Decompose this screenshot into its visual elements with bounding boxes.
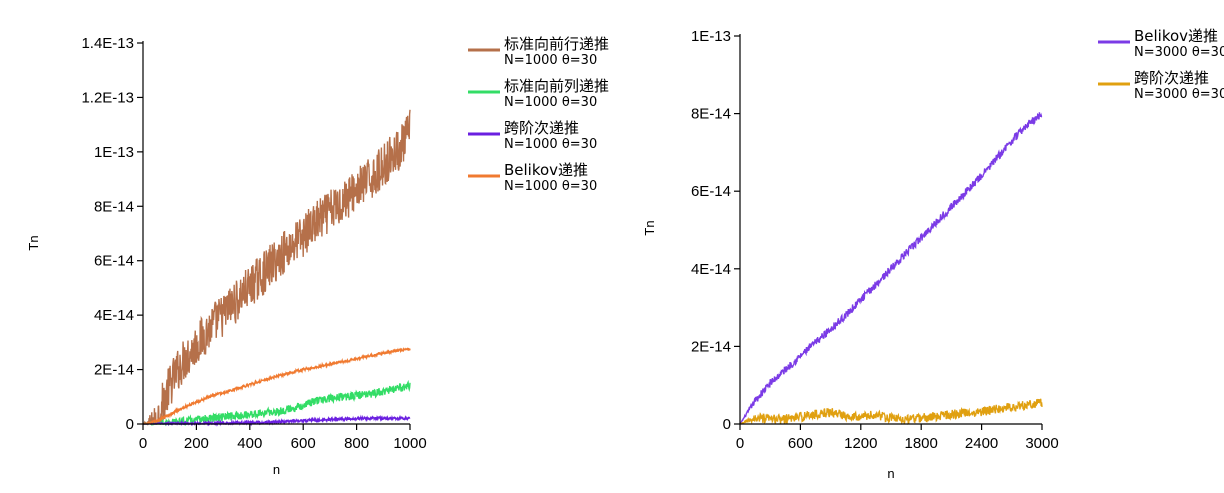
legend-series-name: 跨阶次递推 (504, 119, 579, 137)
y-tick-label: 1E-13 (94, 144, 134, 161)
x-tick-label: 800 (344, 435, 369, 452)
legend-series-name: Belikov递推 (504, 161, 588, 179)
y-axis-title: Tn (642, 220, 657, 235)
x-tick-label: 1000 (393, 435, 426, 452)
y-tick-label: 0 (126, 416, 134, 433)
x-tick-label: 200 (184, 435, 209, 452)
legend-series-name: 跨阶次递推 (1134, 69, 1209, 87)
legend-series-params: N=1000 θ=30 (504, 95, 597, 110)
y-axis-title: Tn (26, 235, 41, 250)
x-tick-label: 1800 (905, 435, 938, 452)
left-chart: 0 2E-14 4E-14 6E-14 8E-14 1E-13 1.2E-13 1.4E-13… (26, 35, 609, 477)
x-tick-label: 1200 (844, 435, 877, 452)
y-tick-label: 6E-14 (94, 253, 134, 270)
x-axis-title: n (273, 462, 280, 477)
series-line-left-3 (142, 347, 411, 425)
x-tick-label: 0 (139, 435, 147, 452)
right-chart: 0 2E-14 4E-14 6E-14 8E-14 1E-13 0 600 1200 1800 24… (642, 27, 1224, 481)
y-tick-label: 1.4E-13 (81, 35, 134, 52)
series-line-left-0 (142, 109, 411, 426)
legend-series-name: Belikov递推 (1134, 27, 1218, 45)
y-tick-label: 1E-13 (691, 28, 731, 45)
x-tick-label: 600 (291, 435, 316, 452)
series-line-left-2 (143, 414, 411, 427)
y-tick-label: 2E-14 (691, 338, 731, 355)
y-tick-label: 8E-14 (94, 198, 134, 215)
y-tick-label: 8E-14 (691, 106, 731, 123)
y-tick-label: 2E-14 (94, 362, 134, 379)
x-tick-label: 2400 (965, 435, 998, 452)
y-tick-label: 1.2E-13 (81, 89, 134, 106)
legend-series-params: N=3000 θ=30 (1134, 87, 1224, 102)
legend-series-name: 标准向前行递推 (504, 35, 609, 53)
y-tick-label: 4E-14 (691, 261, 731, 278)
x-tick-label: 0 (736, 435, 744, 452)
y-tick-label: 4E-14 (94, 307, 134, 324)
legend-series-name: 标准向前列递推 (504, 77, 609, 95)
legend-series-params: N=1000 θ=30 (504, 137, 597, 152)
x-tick-label: 400 (237, 435, 262, 452)
series-line-right-1 (739, 398, 1043, 425)
series-line-right-0 (739, 112, 1043, 425)
legend-series-params: N=1000 θ=30 (504, 179, 597, 194)
y-tick-label: 0 (723, 416, 731, 433)
x-tick-label: 3000 (1025, 435, 1058, 452)
x-tick-label: 600 (788, 435, 813, 452)
legend-series-params: N=3000 θ=30 (1134, 45, 1224, 60)
y-tick-label: 6E-14 (691, 183, 731, 200)
legend-series-params: N=1000 θ=30 (504, 53, 597, 68)
x-axis-title: n (887, 466, 894, 481)
